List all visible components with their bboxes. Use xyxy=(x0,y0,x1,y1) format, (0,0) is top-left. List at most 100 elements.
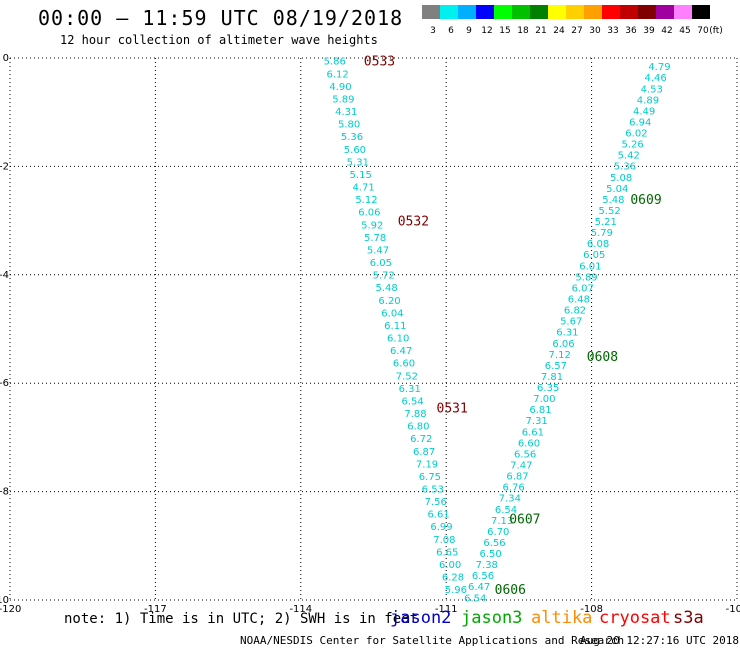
altimeter-track: 5.866.12 4.905.89 4.31 5.805.36 5.605.31 5.15… xyxy=(324,57,467,596)
map-subtitle: 12 hour collection of altimeter wave hei… xyxy=(60,33,378,47)
wave-height-value: 7.00 xyxy=(533,394,555,405)
wave-height-value: 4.90 xyxy=(329,82,351,93)
colorbar-tick-label: 18 xyxy=(517,26,529,36)
satellite-label-cryosat: cryosat xyxy=(599,608,671,628)
longitude-tick-label: -105 xyxy=(726,604,740,615)
colorbar-tick-label: 45 xyxy=(679,26,690,36)
wave-height-value: 6.12 xyxy=(326,69,348,80)
colorbar-tick-label: 70 xyxy=(697,26,709,36)
wave-height-value: 4.31 xyxy=(335,107,357,118)
wave-height-value: 5.04 xyxy=(606,184,628,195)
latitude-tick-label: -10 xyxy=(0,595,9,606)
colorbar-tick-label: 36 xyxy=(625,26,637,36)
wave-height-value: 4.53 xyxy=(641,84,663,95)
longitude-tick-label: -108 xyxy=(580,604,603,615)
wave-height-value: 4.71 xyxy=(352,183,374,194)
colorbar-legend: 3 6 9 12 15 18 21 24 27 30 33 36 39 42 45 70 (ft) xyxy=(422,5,723,36)
wave-height-value: 6.11 xyxy=(384,321,406,332)
colorbar-swatch xyxy=(692,5,710,19)
colorbar-tick-label: 30 xyxy=(589,26,601,36)
wave-height-value: 5.36 xyxy=(614,162,636,173)
wave-height-value: 5.78 xyxy=(364,233,386,244)
latitude-tick-label: -4 xyxy=(0,270,9,281)
wave-height-value: 5.12 xyxy=(355,195,377,206)
wave-height-value: 6.56 xyxy=(472,571,494,582)
map-title: 00:00 – 11:59 UTC 08/19/2018 xyxy=(38,6,404,30)
longitude-tick-label: -114 xyxy=(289,604,312,615)
wave-height-value: 6.50 xyxy=(479,549,501,560)
generated-timestamp: Aug 20 12:27:16 UTC 2018 xyxy=(580,634,739,647)
colorbar-tick-label: 24 xyxy=(553,26,565,36)
wave-height-value: 6.65 xyxy=(436,547,458,558)
colorbar-tick-label: 15 xyxy=(499,26,510,36)
wave-height-value: 6.82 xyxy=(564,306,586,317)
latitude-tick-label: 0 xyxy=(3,53,9,64)
colorbar-tick-label: 21 xyxy=(535,26,546,36)
wave-height-value: 7.34 xyxy=(499,494,521,505)
latitude-tick-label: -6 xyxy=(0,378,9,389)
wave-height-value: 6.60 xyxy=(393,359,415,370)
wave-height-value: 6.20 xyxy=(378,296,400,307)
wave-height-value: 6.56 xyxy=(483,538,505,549)
colorbar-tick-label: 42 xyxy=(661,26,672,36)
wave-height-value: 7.81 xyxy=(541,372,563,383)
wave-height-value: 6.76 xyxy=(503,483,525,494)
wave-height-value: 6.35 xyxy=(537,383,559,394)
wave-height-value: 5.47 xyxy=(367,245,389,256)
wave-height-value: 7.88 xyxy=(404,409,426,420)
wave-height-value: 5.89 xyxy=(575,272,597,283)
wave-height-value: 6.06 xyxy=(552,339,574,350)
wave-height-value: 6.72 xyxy=(410,434,432,445)
wave-height-value: 6.87 xyxy=(506,472,528,483)
credit-text: NOAA/NESDIS Center for Satellite Applica… xyxy=(240,634,625,647)
wave-height-value: 6.07 xyxy=(572,283,594,294)
wave-height-value: 6.70 xyxy=(487,527,509,538)
longitude-tick-label: -117 xyxy=(144,604,167,615)
colorbar-unit: (ft) xyxy=(709,26,723,36)
wave-height-value: 5.52 xyxy=(598,206,620,217)
colorbar-swatch xyxy=(566,5,584,19)
wave-height-value: 6.05 xyxy=(583,250,605,261)
wave-height-value: 6.28 xyxy=(442,573,464,584)
latitude-tick-label: -8 xyxy=(0,487,9,498)
colorbar-tick-label: 39 xyxy=(643,26,655,36)
wave-height-value: 6.87 xyxy=(413,447,435,458)
wave-height-value: 5.31 xyxy=(347,157,369,168)
wave-height-value: 5.36 xyxy=(341,132,363,143)
wave-height-value: 4.46 xyxy=(644,73,666,84)
wave-height-value: 7.19 xyxy=(416,459,438,470)
colorbar-swatch xyxy=(656,5,674,19)
colorbar-tick-label: 6 xyxy=(448,26,454,36)
wave-height-value: 4.89 xyxy=(637,95,659,106)
wave-height-value: 7.31 xyxy=(526,416,548,427)
latitude-tick-label: -2 xyxy=(0,161,9,172)
wave-height-value: 5.86 xyxy=(324,57,346,68)
wave-height-value: 5.72 xyxy=(373,271,395,282)
satellite-label-jason2: jason2 xyxy=(390,608,452,628)
wave-height-value: 6.05 xyxy=(370,258,392,269)
colorbar-swatch xyxy=(584,5,602,19)
wave-height-value: 5.60 xyxy=(344,145,366,156)
colorbar-swatch xyxy=(458,5,476,19)
wave-height-value: 6.02 xyxy=(625,129,647,140)
wave-height-value: 5.26 xyxy=(621,140,643,151)
wave-height-value: 5.21 xyxy=(595,217,617,228)
wave-height-value: 6.61 xyxy=(522,427,544,438)
time-label: 0533 xyxy=(364,55,395,70)
colorbar-swatch xyxy=(530,5,548,19)
wave-height-value: 6.99 xyxy=(430,522,452,533)
wave-height-value: 7.08 xyxy=(433,535,455,546)
wave-height-value: 7.56 xyxy=(425,497,447,508)
time-label: 0608 xyxy=(587,350,618,365)
wave-height-value: 5.08 xyxy=(610,173,632,184)
wave-height-value: 6.08 xyxy=(587,239,609,250)
wave-height-value: 7.13 xyxy=(491,516,513,527)
wave-height-value: 6.01 xyxy=(579,261,601,272)
wave-height-value: 6.54 xyxy=(464,593,486,604)
colorbar-swatch xyxy=(638,5,656,19)
colorbar-tick-label: 12 xyxy=(481,26,492,36)
colorbar-swatch xyxy=(440,5,458,19)
wave-height-value: 6.75 xyxy=(419,472,441,483)
colorbar-swatch xyxy=(494,5,512,19)
